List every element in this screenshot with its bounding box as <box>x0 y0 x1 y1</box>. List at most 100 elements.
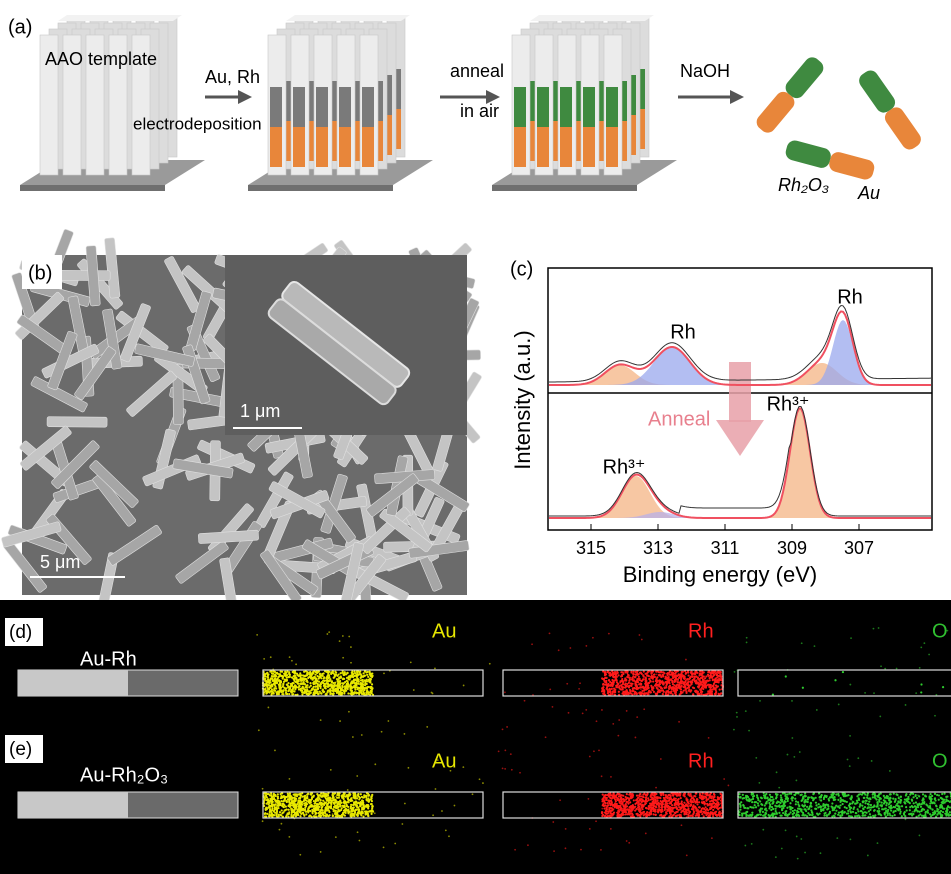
eds-dot <box>273 692 275 694</box>
eds-dot <box>281 823 283 825</box>
eds-dot <box>646 692 648 694</box>
eds-dot <box>618 686 620 688</box>
eds-dot <box>801 794 803 796</box>
eds-dot <box>746 642 748 644</box>
eds-dot <box>313 815 315 817</box>
eds-dot <box>602 670 604 672</box>
eds-dot <box>720 671 722 673</box>
eds-dot <box>696 800 698 802</box>
eds-dot <box>347 692 349 694</box>
eds-dot <box>939 804 941 806</box>
eds-dot <box>838 812 840 814</box>
eds-dot <box>879 797 881 799</box>
eds-dot <box>350 815 352 817</box>
eds-dot <box>628 798 630 800</box>
eds-dot <box>720 802 722 804</box>
eds-dot <box>308 693 310 695</box>
eds-dot <box>291 660 293 662</box>
eds-dot <box>585 709 587 711</box>
eds-dot <box>706 803 708 805</box>
eds-dot <box>288 809 290 811</box>
block-top <box>286 15 410 21</box>
eds-dot <box>291 810 293 812</box>
eds-dot <box>589 828 591 830</box>
eds-dot <box>337 809 339 811</box>
eds-dot <box>612 723 614 725</box>
eds-dot <box>923 809 925 811</box>
eds-dot <box>341 689 343 691</box>
eds-dot <box>270 805 272 807</box>
eds-dot <box>329 799 331 801</box>
eds-dot <box>621 680 623 682</box>
eds-dot <box>347 789 349 791</box>
eds-dot <box>322 814 324 816</box>
eds-dot <box>269 800 271 802</box>
eds-dot <box>625 813 627 815</box>
eds-dot <box>870 804 872 806</box>
eds-dot <box>803 814 805 816</box>
eds-dot <box>644 693 646 695</box>
eds-dot <box>347 812 349 814</box>
eds-dot <box>835 793 837 795</box>
eds-dot <box>929 798 931 800</box>
eds-dot <box>655 692 657 694</box>
eds-dot <box>674 692 676 694</box>
eds-dot <box>665 794 667 796</box>
figure: (a) AAO templateAu, Rhelectrodepositiona… <box>0 0 951 874</box>
eds-dot <box>608 793 610 795</box>
eds-dot <box>549 688 551 690</box>
eds-dot <box>831 802 833 804</box>
eds-dot <box>928 654 930 656</box>
eds-dot <box>876 795 878 797</box>
eds-dot <box>298 805 300 807</box>
eds-dot <box>846 807 848 809</box>
eds-dot <box>667 693 669 695</box>
eds-dot <box>700 797 702 799</box>
eds-dot <box>673 676 675 678</box>
eds-dot <box>617 807 619 809</box>
eds-dot <box>357 831 359 833</box>
eds-dot <box>601 815 603 817</box>
eds-dot <box>323 680 325 682</box>
eds-dot <box>334 801 336 803</box>
eds-dot <box>293 682 295 684</box>
eds-dot <box>639 691 641 693</box>
eds-dot <box>319 691 321 693</box>
eds-dot <box>361 734 363 736</box>
eds-dot <box>339 805 341 807</box>
eds-dot <box>300 813 302 815</box>
eds-dot <box>324 809 326 811</box>
eds-dot <box>347 684 349 686</box>
eds-dot <box>358 690 360 692</box>
eds-dot <box>941 793 943 795</box>
eds-dot <box>618 719 620 721</box>
eds-dot <box>623 808 625 810</box>
eds-dot <box>291 801 293 803</box>
eds-dot <box>786 793 788 795</box>
eds-dot <box>617 683 619 685</box>
eds-dot <box>666 803 668 805</box>
eds-dot <box>705 797 707 799</box>
eds-dot <box>823 812 825 814</box>
label: NaOH <box>680 61 730 81</box>
eds-dot <box>502 767 504 769</box>
eds-dot <box>320 693 322 695</box>
eds-dot <box>601 709 603 711</box>
eds-dot <box>808 807 810 809</box>
eds-dot <box>922 798 924 800</box>
eds-dot <box>342 678 344 680</box>
eds-dot <box>621 810 623 812</box>
eds-dot <box>668 815 670 817</box>
eds-dot <box>718 814 720 816</box>
eds-dot <box>854 815 856 817</box>
eds-dot <box>318 681 320 683</box>
eds-dot <box>861 805 863 807</box>
eds-dot <box>665 692 667 694</box>
eds-dot <box>303 802 305 804</box>
eds-dot <box>333 673 335 675</box>
eds-dot <box>873 628 875 630</box>
eds-dot <box>856 795 858 797</box>
eds-dot <box>274 750 276 752</box>
eds-dot <box>671 807 673 809</box>
substrate-edge <box>492 185 637 191</box>
